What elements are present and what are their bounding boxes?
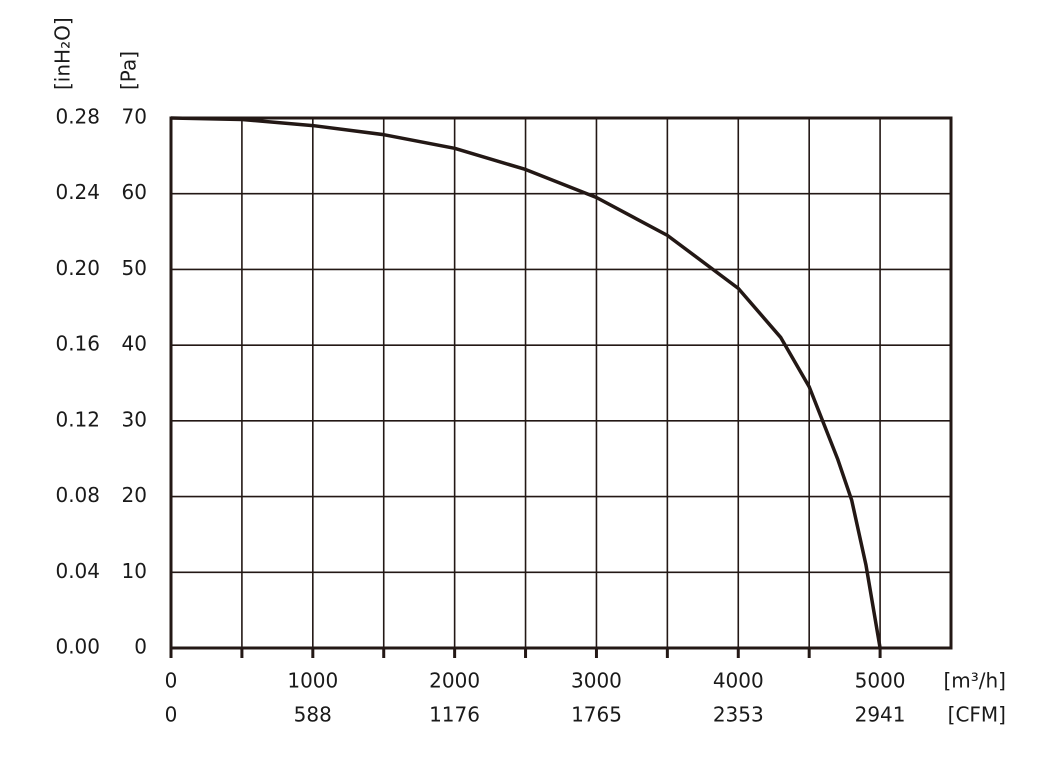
y2-tick-label: 0.20 [55,256,100,280]
y-tick-label: 40 [122,332,147,356]
y-tick-label: 70 [122,105,147,129]
y-tick-label: 30 [122,407,147,431]
x2-axis-label: [CFM] [948,703,1006,727]
x2-tick-label: 2941 [855,703,906,727]
x2-tick-label: 2353 [713,703,764,727]
y2-tick-label: 0.12 [55,407,100,431]
y-tick-label: 50 [122,256,147,280]
x-tick-label: 4000 [713,669,764,693]
x2-tick-label: 1176 [429,703,480,727]
y2-tick-label: 0.00 [55,635,100,659]
x-axis-label: [m³/h] [943,669,1006,693]
y-axis-label: [Pa] [117,51,141,90]
plot-frame [169,116,953,650]
y-tick-label: 0 [134,635,147,659]
x2-tick-label: 1765 [571,703,622,727]
y2-tick-label: 0.08 [55,483,100,507]
x2-tick-label: 0 [165,703,178,727]
x-tick-label: 2000 [429,669,480,693]
y2-tick-label: 0.24 [55,180,100,204]
y2-tick-label: 0.28 [55,105,100,129]
x-tick-label: 1000 [287,669,338,693]
fan-curve [170,116,882,649]
x-tick-label: 3000 [571,669,622,693]
y2-tick-label: 0.04 [55,559,100,583]
y-tick-label: 10 [122,559,147,583]
y-tick-label: 60 [122,180,147,204]
x-tick-label: 0 [165,669,178,693]
x-tick-label: 5000 [855,669,906,693]
y-tick-label: 20 [122,483,147,507]
x2-tick-label: 588 [294,703,332,727]
y2-tick-label: 0.16 [55,332,100,356]
y2-axis-label: [inH₂O] [51,17,75,90]
